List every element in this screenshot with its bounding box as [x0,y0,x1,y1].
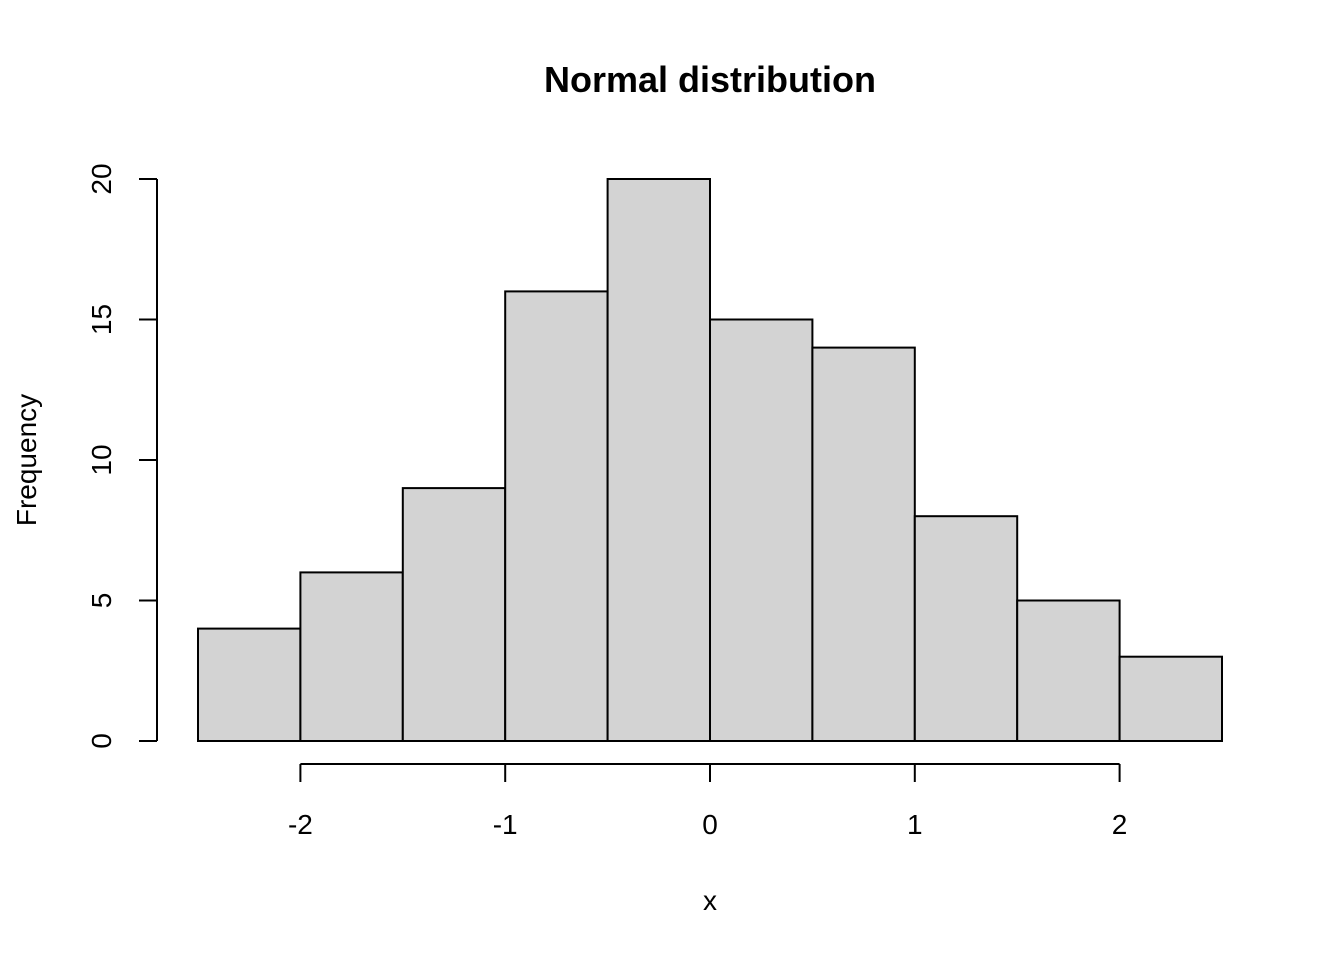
y-tick-label-4: 20 [86,163,117,194]
x-tick-label-3: 1 [907,809,923,840]
y-tick-label-2: 10 [86,444,117,475]
histogram-bar-8 [1016,599,1121,742]
histogram-bar-1 [299,571,404,743]
chart-title: Normal distribution [544,59,876,100]
histogram-bar-7 [913,515,1019,743]
x-tick-label-2: 0 [702,809,718,840]
histogram-bar-9 [1118,655,1223,743]
histogram-bar-0 [197,627,302,742]
x-axis: -2 -1 0 1 2 [288,763,1128,840]
x-axis-label: x [703,885,717,916]
bars-group [197,178,1223,743]
histogram-bar-6 [811,346,916,742]
y-tick-label-3: 15 [86,304,117,335]
x-tick-label-0: -2 [288,809,313,840]
histogram-bar-5 [709,318,814,742]
x-tick-label-4: 2 [1112,809,1128,840]
histogram-bar-2 [401,487,507,742]
y-tick-label-1: 5 [86,593,117,609]
x-tick-label-1: -1 [493,809,518,840]
y-axis: 0 5 10 15 20 [86,163,158,749]
y-tick-label-0: 0 [86,733,117,749]
histogram-bar-4 [606,178,711,742]
histogram-bar-3 [504,290,609,742]
y-axis-label: Frequency [11,394,42,526]
